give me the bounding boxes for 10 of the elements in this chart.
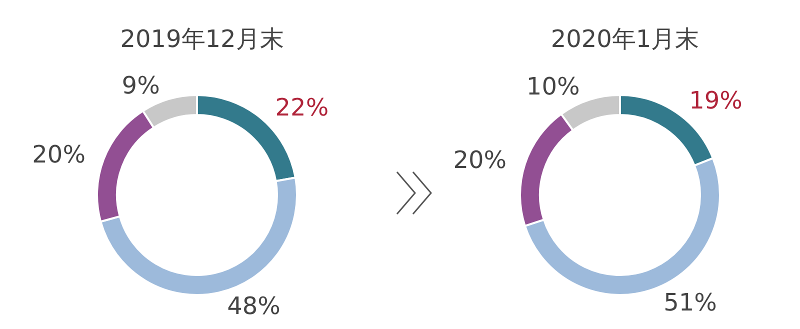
data-label: 20% [453,146,507,174]
data-label: 22% [275,94,329,122]
data-label: 51% [664,288,717,316]
data-label: 48% [227,292,280,320]
chart-title: 2019年12月末 [120,25,284,53]
chart-title: 2020年1月末 [550,25,700,53]
data-label: 20% [32,140,86,168]
data-label: 10% [526,72,580,101]
data-label: 19% [689,86,742,115]
data-label: 9% [122,72,160,100]
